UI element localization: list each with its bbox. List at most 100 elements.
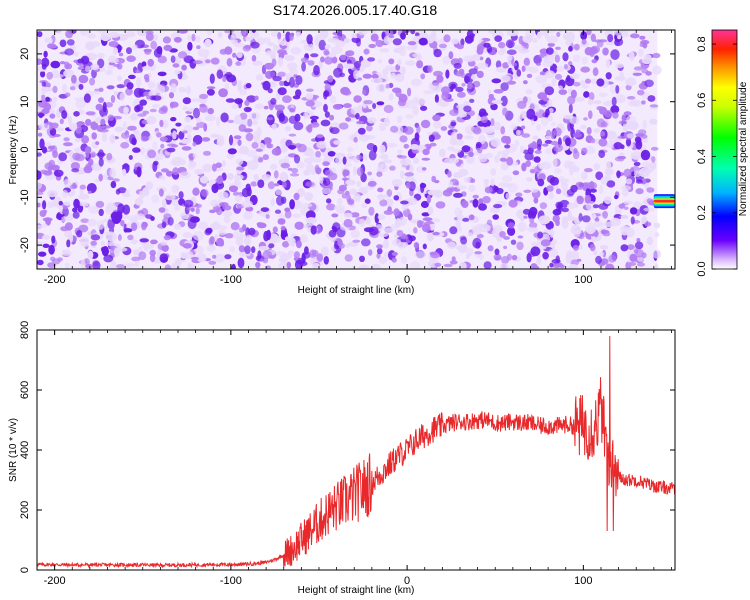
heatmap-cell	[303, 169, 311, 176]
heatmap-cell	[544, 30, 556, 34]
heatmap-cell	[484, 186, 493, 194]
heatmap-cell	[293, 154, 301, 164]
heatmap-cell	[499, 231, 506, 238]
heatmap-cell	[516, 241, 524, 251]
heatmap-cell	[476, 47, 484, 55]
heatmap-cell	[498, 49, 505, 56]
heatmap-cell	[190, 98, 202, 103]
heatmap-cell	[296, 161, 306, 169]
heatmap-cell	[478, 154, 488, 163]
heatmap-cell	[554, 168, 562, 174]
heatmap-cell	[328, 172, 338, 181]
heatmap-cell	[270, 97, 277, 105]
heatmap-y-label: Frequency (Hz)	[8, 116, 19, 185]
heatmap-cell	[407, 87, 412, 97]
heatmap-cell	[322, 161, 330, 167]
heatmap-cell	[525, 30, 536, 39]
heatmap-cell	[652, 249, 662, 259]
heatmap-cell	[618, 120, 628, 125]
heatmap-cell	[313, 65, 320, 76]
heatmap-cell	[379, 199, 388, 207]
heatmap-cell	[535, 74, 547, 84]
heatmap-cell	[291, 167, 299, 174]
heatmap-x-tick-label: -200	[44, 274, 66, 286]
heatmap-cell	[427, 206, 434, 216]
heatmap-cell	[622, 188, 629, 197]
heatmap-cell	[267, 181, 275, 190]
heatmap-cell	[342, 90, 352, 96]
heatmap-cell	[588, 92, 595, 101]
heatmap-cell	[652, 65, 662, 75]
heatmap-cell	[537, 178, 545, 187]
heatmap-cell	[493, 204, 503, 209]
heatmap-cell	[251, 142, 259, 149]
heatmap-cell	[187, 218, 197, 230]
heatmap-cell	[538, 173, 546, 181]
heatmap-cell	[386, 189, 393, 198]
heatmap-cell	[548, 248, 559, 258]
heatmap-cell	[273, 170, 279, 179]
heatmap-cell	[329, 127, 340, 135]
heatmap-cell	[334, 40, 346, 48]
heatmap-cell	[580, 124, 587, 130]
heatmap-cell	[209, 73, 215, 84]
heatmap-cell	[368, 206, 375, 216]
heatmap-cell	[289, 76, 295, 88]
heatmap-cell	[197, 221, 209, 230]
heatmap-cell	[116, 247, 128, 252]
heatmap-cell	[192, 142, 197, 147]
heatmap-cell	[232, 52, 237, 58]
heatmap-cell	[335, 156, 343, 165]
heatmap-cell	[46, 71, 53, 80]
heatmap-cell	[364, 198, 371, 204]
heatmap-cell	[413, 157, 419, 164]
heatmap-cell	[589, 188, 597, 193]
heatmap-x-tick-label: 100	[574, 274, 592, 286]
heatmap-cell	[110, 95, 116, 103]
heatmap-cell	[578, 212, 583, 222]
heatmap-cell	[221, 160, 226, 168]
heatmap-cell	[379, 48, 390, 53]
heatmap-cell	[521, 111, 527, 119]
heatmap-cell	[526, 227, 538, 232]
heatmap-cell	[625, 178, 633, 185]
heatmap-cell	[610, 105, 620, 114]
heatmap-cell	[172, 156, 184, 164]
heatmap-cell	[641, 252, 647, 259]
heatmap-cell	[490, 178, 495, 187]
heatmap-cell	[312, 156, 322, 163]
heatmap-cell	[427, 189, 440, 196]
heatmap-cell	[60, 226, 69, 232]
heatmap-cell	[300, 57, 309, 63]
heatmap-cell	[52, 85, 58, 93]
snr-x-tick-label: 100	[574, 575, 592, 587]
heatmap-cell	[592, 67, 599, 77]
heatmap-cell	[611, 96, 617, 107]
heatmap-cell	[365, 216, 371, 225]
heatmap-cell	[341, 193, 348, 199]
heatmap-cell	[463, 55, 476, 63]
heatmap-cell	[196, 252, 207, 263]
heatmap-cell	[37, 202, 41, 208]
heatmap-cell	[350, 106, 363, 116]
heatmap-cell	[236, 166, 245, 171]
heatmap-cell	[416, 185, 421, 191]
heatmap-cell	[238, 227, 245, 233]
heatmap-cell	[581, 171, 588, 181]
heatmap-cell	[150, 216, 155, 221]
heatmap-cell	[599, 245, 609, 250]
heatmap-cell	[159, 253, 169, 263]
heatmap-cell	[464, 75, 470, 84]
heatmap-cell	[140, 135, 149, 142]
heatmap-cell	[128, 155, 133, 160]
heatmap-cell	[151, 194, 160, 203]
heatmap-cell	[318, 39, 326, 51]
heatmap-cell	[172, 63, 180, 68]
heatmap-cell	[626, 133, 637, 139]
heatmap-cell	[354, 60, 361, 69]
heatmap-cell	[450, 83, 456, 89]
heatmap-cell	[461, 145, 471, 153]
heatmap-cell	[434, 94, 439, 103]
heatmap-cell	[87, 190, 92, 194]
heatmap-cell	[523, 80, 528, 85]
